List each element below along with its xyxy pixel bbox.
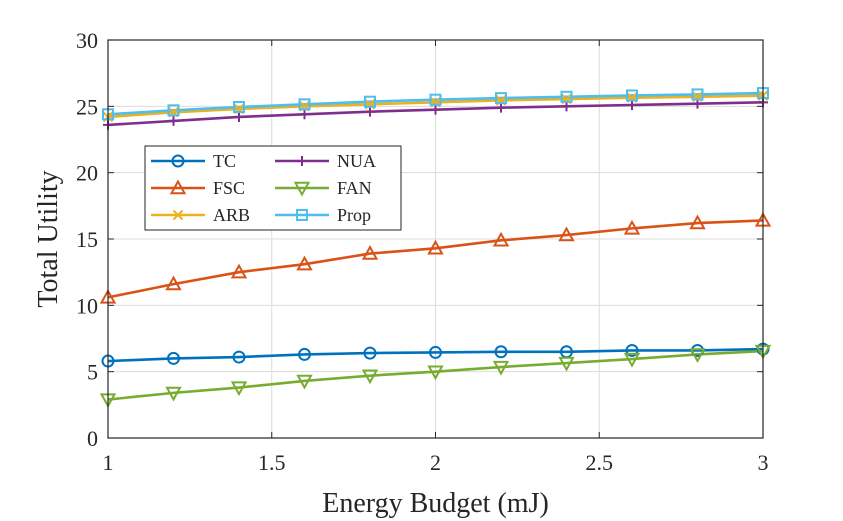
data-point-fan bbox=[361, 369, 379, 385]
x-axis-label: Energy Budget (mJ) bbox=[322, 488, 549, 519]
data-point-nua bbox=[430, 104, 441, 115]
data-point-prop bbox=[691, 88, 704, 101]
data-point-nua bbox=[168, 115, 179, 126]
data-point-fan bbox=[492, 360, 510, 376]
x-tick-label: 1.5 bbox=[258, 450, 286, 475]
legend-marker-fsc bbox=[169, 179, 187, 195]
data-point-fsc bbox=[492, 231, 510, 247]
legend-label-arb: ARB bbox=[213, 205, 250, 225]
x-tick-label: 2.5 bbox=[586, 450, 614, 475]
data-point-prop bbox=[429, 93, 442, 106]
data-point-fsc bbox=[558, 226, 575, 242]
data-point-prop bbox=[364, 95, 376, 108]
data-point-fsc bbox=[623, 219, 641, 235]
data-point-fsc bbox=[689, 214, 706, 230]
data-point-fan bbox=[230, 381, 248, 397]
data-point-nua bbox=[561, 101, 572, 112]
y-tick-label: 25 bbox=[76, 94, 98, 119]
data-point-prop bbox=[626, 89, 638, 102]
data-point-prop bbox=[298, 98, 311, 111]
data-point-tc bbox=[494, 345, 508, 359]
data-point-tc bbox=[232, 350, 246, 364]
y-tick-label: 20 bbox=[76, 161, 98, 186]
series-line-fsc bbox=[107, 219, 764, 299]
legend-label-prop: Prop bbox=[337, 205, 371, 225]
data-point-tc bbox=[298, 347, 311, 361]
plot-frame bbox=[107, 39, 764, 439]
data-point-fsc bbox=[361, 245, 379, 260]
data-point-prop bbox=[167, 104, 180, 117]
data-point-prop bbox=[495, 92, 507, 105]
y-tick-label: 5 bbox=[87, 360, 98, 385]
data-point-tc bbox=[167, 351, 180, 365]
legend-marker-arb bbox=[172, 209, 184, 221]
x-tick-label: 3 bbox=[758, 450, 769, 475]
data-point-nua bbox=[234, 111, 244, 122]
data-point-nua bbox=[365, 106, 375, 117]
legend-marker-fan bbox=[293, 181, 311, 197]
legend: TC FSC ARB NUA FAN Prop bbox=[144, 145, 402, 231]
data-point-fan bbox=[623, 352, 641, 368]
data-point-tc bbox=[429, 345, 442, 359]
y-tick-label: 15 bbox=[76, 227, 98, 252]
data-point-fan bbox=[296, 374, 313, 390]
legend-marker-prop bbox=[296, 209, 308, 221]
data-point-fsc bbox=[165, 275, 182, 291]
data-point-fsc bbox=[427, 239, 444, 255]
legend-label-nua: NUA bbox=[337, 151, 376, 171]
data-point-fsc bbox=[230, 263, 248, 279]
y-tick-label: 10 bbox=[76, 293, 98, 318]
y-tick-label: 0 bbox=[87, 426, 98, 451]
series-markers bbox=[99, 87, 772, 409]
data-point-fsc bbox=[296, 255, 313, 271]
y-tick-label: 30 bbox=[76, 28, 98, 53]
series-line-tc bbox=[107, 347, 764, 363]
legend-label-fsc: FSC bbox=[213, 178, 245, 198]
data-point-fan bbox=[558, 356, 575, 372]
x-tick-label: 2 bbox=[430, 450, 441, 475]
data-point-fan bbox=[165, 386, 182, 402]
legend-marker-tc bbox=[171, 154, 185, 168]
data-point-nua bbox=[627, 100, 637, 111]
data-point-prop bbox=[233, 100, 245, 113]
data-point-fan bbox=[689, 348, 706, 363]
data-point-nua bbox=[496, 102, 506, 113]
data-point-tc bbox=[363, 346, 377, 360]
data-point-tc bbox=[625, 343, 639, 357]
legend-label-fan: FAN bbox=[337, 178, 372, 198]
data-point-nua bbox=[299, 109, 310, 120]
legend-marker-nua bbox=[297, 156, 307, 166]
data-point-prop bbox=[560, 90, 573, 103]
series-line-prop bbox=[107, 91, 764, 116]
y-axis-label: Total Utility bbox=[33, 170, 64, 307]
data-point-fan bbox=[427, 365, 444, 381]
x-tick-label: 1 bbox=[103, 450, 114, 475]
legend-label-tc: TC bbox=[213, 151, 236, 171]
series-line-fan bbox=[107, 349, 764, 401]
